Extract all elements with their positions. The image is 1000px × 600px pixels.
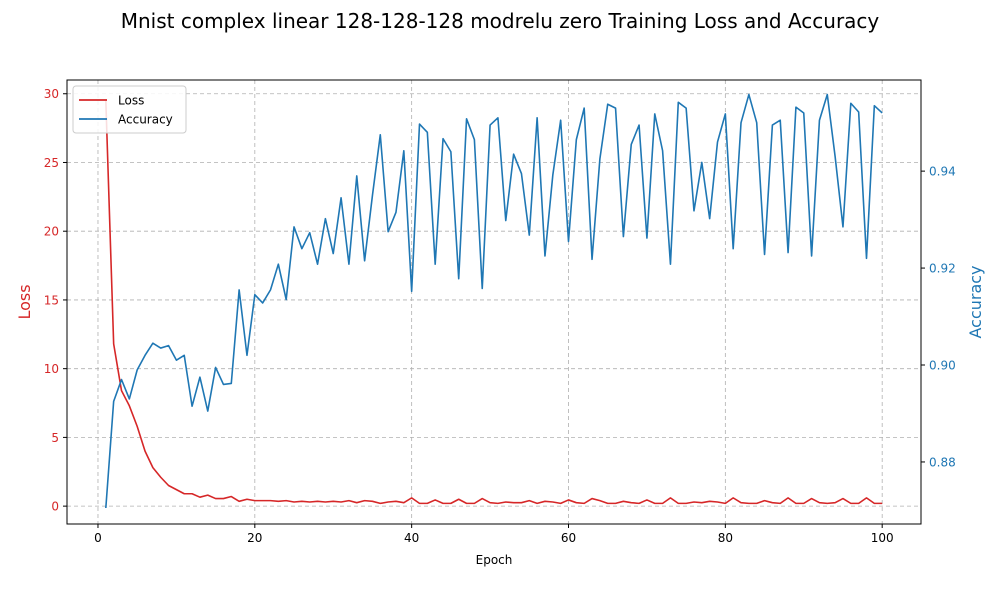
x-axis-ticks: 0 20 40 60 80 100: [94, 524, 894, 545]
x-tick-label: 20: [247, 531, 262, 545]
right-y-tick-label: 0.90: [929, 359, 956, 373]
legend-label-accuracy: Accuracy: [118, 113, 173, 127]
right-y-axis-ticks: 0.88 0.90 0.92 0.94: [921, 165, 956, 469]
left-y-tick-label: 30: [44, 87, 59, 101]
x-tick-label: 100: [871, 531, 894, 545]
left-y-axis-ticks: 0 5 10 15 20 25 30: [44, 87, 67, 514]
left-y-tick-label: 25: [44, 156, 59, 170]
left-y-tick-label: 20: [44, 225, 59, 239]
chart-title: Mnist complex linear 128-128-128 modrelu…: [121, 9, 880, 33]
legend-label-loss: Loss: [118, 94, 144, 108]
legend-box: [72, 85, 187, 134]
right-y-tick-label: 0.94: [929, 165, 956, 179]
plot-frame: [66, 79, 922, 525]
x-tick-label: 60: [561, 531, 576, 545]
x-tick-label: 40: [404, 531, 419, 545]
series-line-accuracy: [105, 93, 883, 509]
left-y-axis-label: Loss: [15, 284, 34, 319]
right-y-axis-label: Accuracy: [966, 265, 985, 338]
right-y-tick-label: 0.88: [929, 455, 956, 469]
x-tick-label: 80: [718, 531, 733, 545]
x-axis-label: Epoch: [476, 553, 513, 567]
left-y-tick-label: 15: [44, 293, 59, 307]
x-tick-label: 0: [94, 531, 102, 545]
right-y-tick-label: 0.92: [929, 262, 956, 276]
series-line-loss: [105, 100, 883, 505]
left-y-tick-label: 0: [51, 500, 59, 514]
left-y-tick-label: 10: [44, 362, 59, 376]
left-y-tick-label: 5: [51, 431, 59, 445]
legend: Loss Accuracy: [72, 85, 187, 134]
series-lines: [105, 93, 883, 509]
grid: [67, 80, 921, 524]
